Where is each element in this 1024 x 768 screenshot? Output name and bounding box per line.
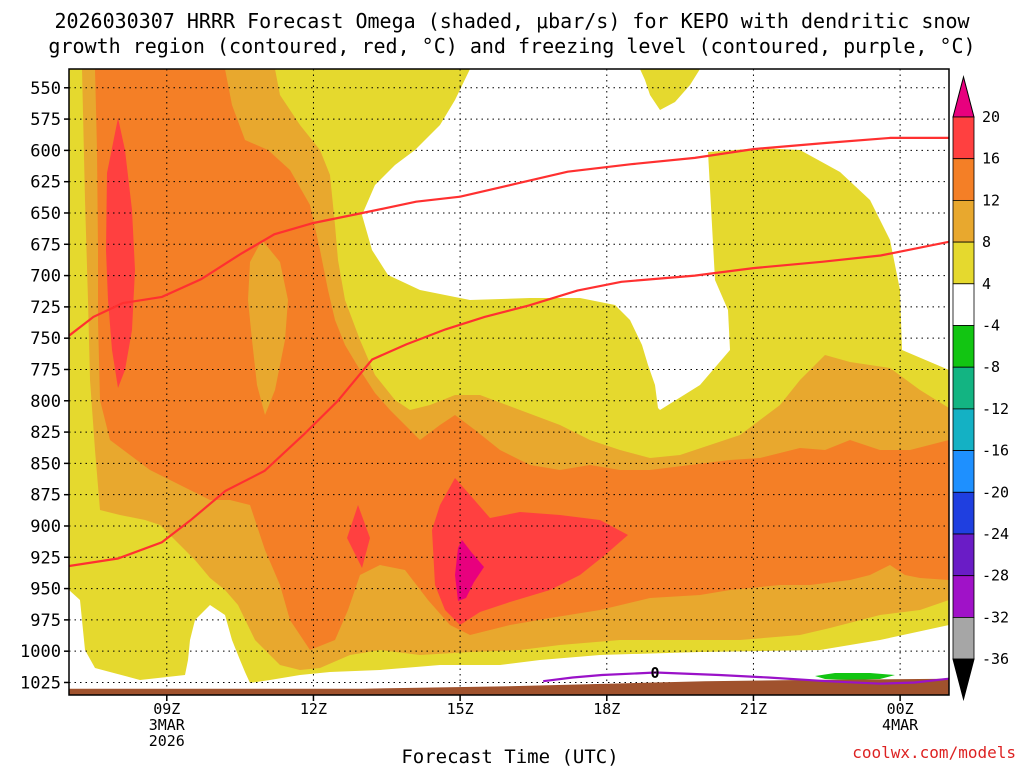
dgz-contour-minus12c [69,136,949,337]
colorbar-swatch [952,241,975,285]
colorbar-bottom-arrow [952,658,975,702]
colorbar-label: -32 [982,608,1009,626]
omega-band-12-16 [95,69,949,650]
colorbar-label: 4 [982,275,991,293]
colorbar-swatch [952,450,975,493]
y-tick-label: 875 [30,486,61,506]
y-tick-label: 600 [30,141,61,161]
x-tick-label: 12Z [300,700,327,718]
colorbar-label: 8 [982,233,991,251]
y-tick-label: 750 [30,329,61,349]
omega-band-16-20-left [106,118,135,388]
colorbar-swatch [952,408,975,451]
chart-title-line-2: growth region (contoured, red, °C) and f… [48,34,975,58]
omega-band-16-20-small [347,505,370,568]
y-tick-label: 850 [30,454,61,474]
gridlines [69,69,949,695]
y-tick-label: 650 [30,204,61,224]
colorbar-swatch [952,199,975,243]
y-tick-label: 975 [30,611,61,631]
y-tick-label: 550 [30,79,61,99]
y-tick-label: 825 [30,423,61,443]
x-tick-label: 15Z [447,700,474,718]
x-tick-label: 00Z [887,700,914,718]
y-tick-label: 625 [30,173,61,193]
colorbar-swatch [952,491,975,535]
colorbar-label: 20 [982,108,1000,126]
y-tick-label: 725 [30,298,61,318]
x-tick-label: 09Z [153,700,180,718]
y-axis: 550 575 600 625 650 675 700 725 750 775 800 825 850 8… [20,79,69,693]
y-tick-label: 700 [30,267,61,287]
freezing-level-label: 0 [650,664,659,682]
colorbar-label: -12 [982,400,1009,418]
colorbar-swatch [952,116,975,160]
y-tick-label: 575 [30,110,61,130]
colorbar-swatch [952,617,975,660]
x-tick-label: 21Z [740,700,767,718]
colorbar-swatch [952,283,975,326]
colorbar-swatch [952,366,975,410]
omega-band-20-plus [455,540,484,601]
x-tick-label: 18Z [593,700,620,718]
freezing-level-contour [543,671,949,685]
y-tick-label: 675 [30,235,61,255]
omega-shading [69,69,949,683]
colorbar-label: -8 [982,358,1000,376]
dgz-contour-minus18c [69,240,949,568]
y-tick-label: 1000 [20,642,61,662]
y-tick-label: 800 [30,392,61,412]
terrain-ground [69,678,949,695]
colorbar-label: -16 [982,442,1009,460]
plot-area: 0 [69,69,949,695]
colorbar-label: -20 [982,483,1009,501]
credit-text: coolwx.com/models [852,743,1016,762]
y-tick-label: 1025 [20,673,61,693]
y-tick-label: 775 [30,360,61,380]
y-tick-label: 950 [30,580,61,600]
colorbar-label: -28 [982,567,1009,585]
omega-band-16-20-main [432,478,628,625]
colorbar-swatch [952,325,975,368]
omega-band-4-8-top-right [640,69,700,110]
colorbar-label: -4 [982,317,1000,335]
x-tick-label: 2026 [149,732,185,750]
colorbar-swatch [952,158,975,201]
y-tick-label: 925 [30,548,61,568]
omega-band-negative-green [815,673,895,680]
colorbar-label: 16 [982,150,1000,168]
colorbar-swatch [952,533,975,577]
x-tick-label: 3MAR [149,716,186,734]
colorbar-swatch [952,575,975,618]
x-tick-label: 4MAR [882,716,919,734]
colorbar-label: -24 [982,525,1009,543]
colorbar-label: -36 [982,650,1009,668]
colorbar-top-arrow [952,75,975,118]
y-tick-label: 900 [30,517,61,537]
omega-band-12-16-light-a [248,240,288,415]
colorbar: 20 16 12 8 4 -4 -8 -12 -16 -20 -24 -28 -32 -36 [952,75,1009,702]
x-axis-label: Forecast Time (UTC) [401,746,618,768]
plot-frame [68,68,950,696]
chart-title-line-1: 2026030307 HRRR Forecast Omega (shaded, … [54,9,970,33]
colorbar-label: 12 [982,191,1000,209]
